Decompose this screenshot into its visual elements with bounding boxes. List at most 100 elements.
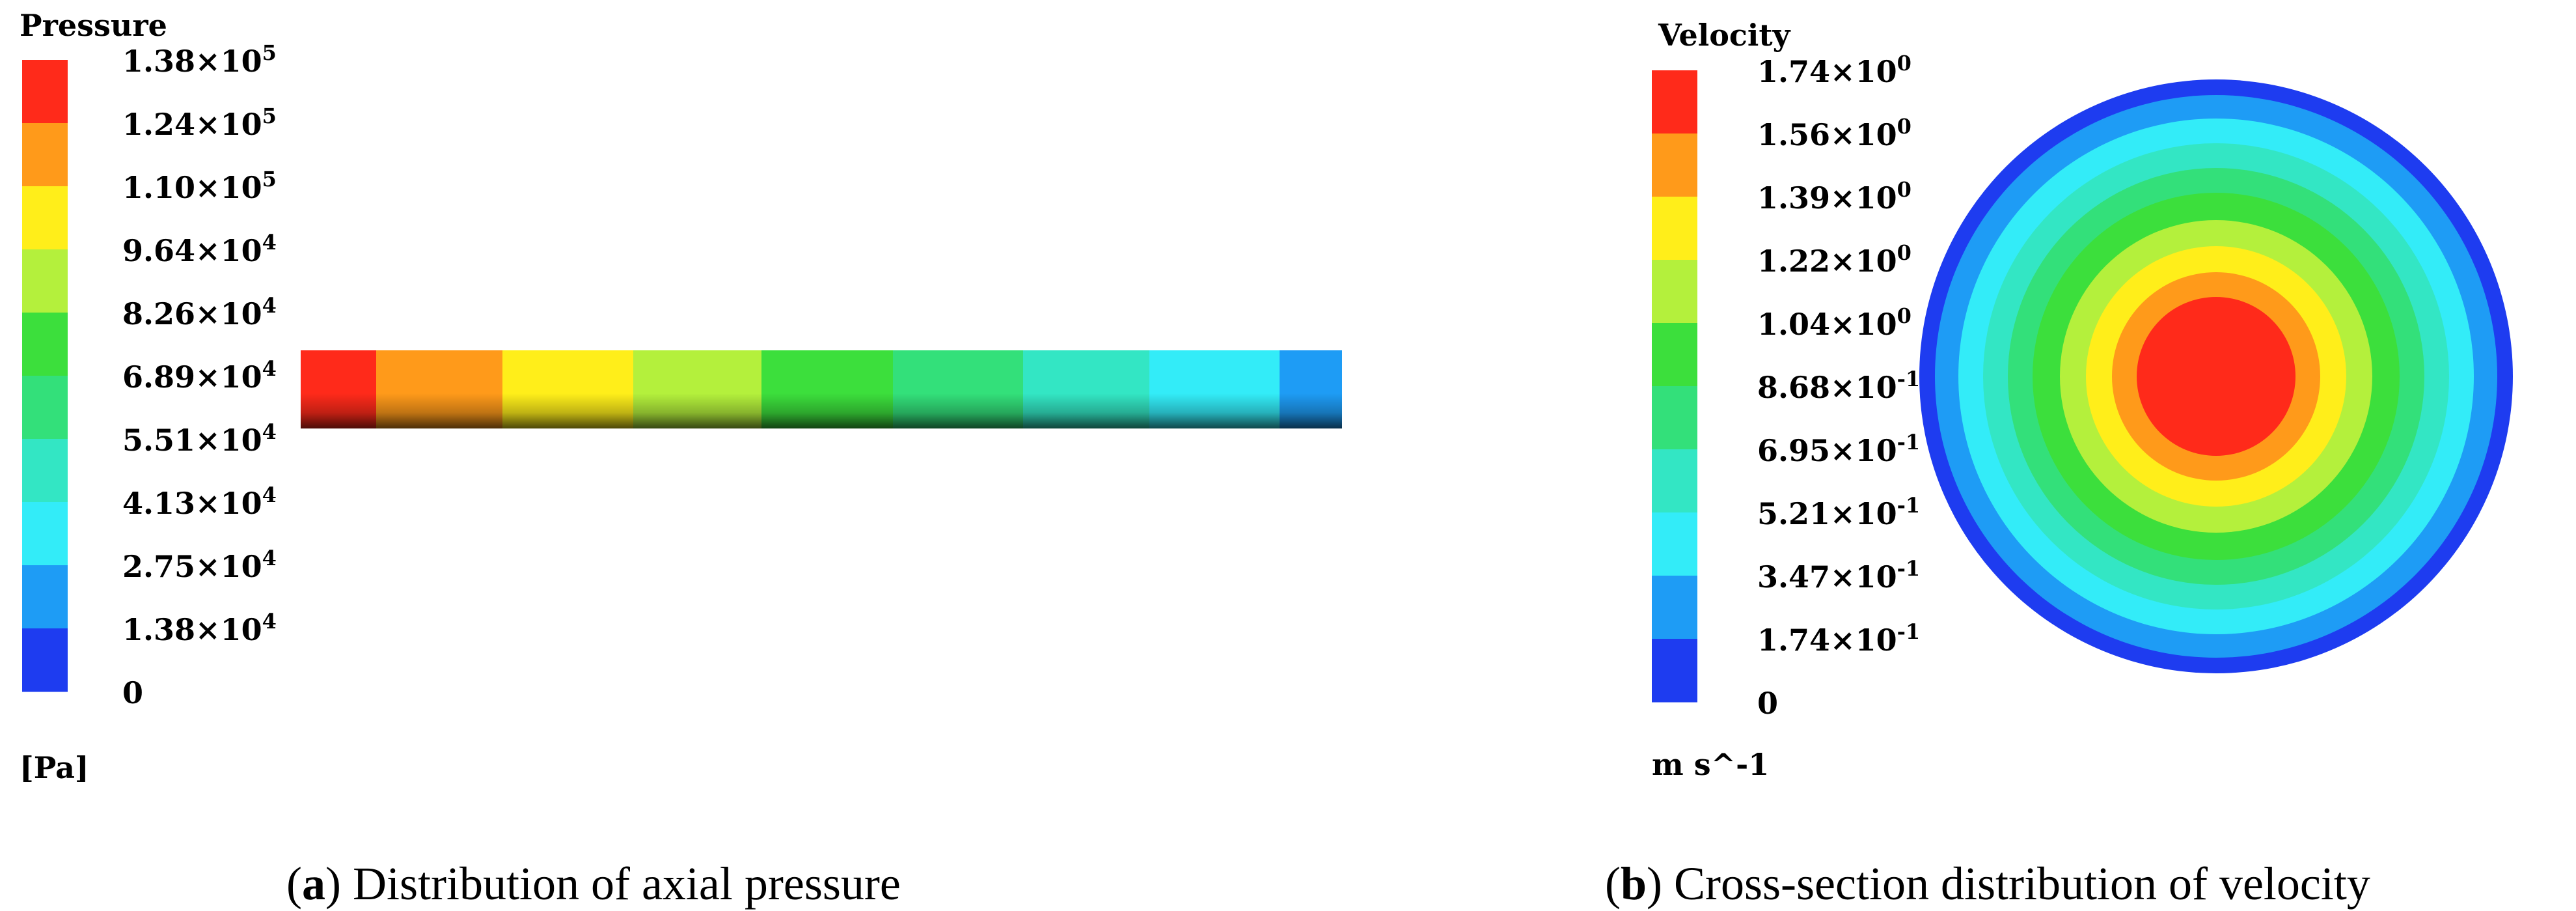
tick-label-7: 5.21×10-1 (1757, 493, 1920, 531)
tick-times-ten: ×10 (195, 612, 262, 647)
panel-b-velocity: Velocity 1.74×1001.56×1001.39×1001.22×10… (1652, 18, 2513, 782)
tick-label-3: 1.22×100 (1757, 240, 1911, 279)
colorbar-swatch-2 (1652, 197, 1697, 260)
tick-label-5: 8.68×10-1 (1757, 367, 1920, 405)
tick-mantissa: 1.38 (122, 44, 195, 79)
tick-label-10: 0 (122, 675, 143, 710)
tick-times-ten: ×10 (195, 549, 262, 584)
tick-exponent: 0 (1897, 51, 1911, 76)
colorbar-swatch-7 (1652, 512, 1697, 576)
caption-a-text: Distribution of axial pressure (340, 858, 901, 910)
tick-times-ten: ×10 (1830, 307, 1897, 342)
colorbar-swatch-0 (1652, 70, 1697, 134)
tick-mantissa: 4.13 (122, 486, 195, 521)
tick-times-ten: ×10 (195, 44, 262, 79)
tick-times-ten: ×10 (195, 170, 262, 205)
tick-exponent: 4 (262, 483, 277, 507)
tick-mantissa: 1.10 (122, 170, 195, 205)
colorbar-swatch-5 (1652, 386, 1697, 450)
velocity-unit-label: m s^-1 (1652, 747, 1769, 782)
tick-times-ten: ×10 (195, 233, 262, 268)
tick-times-ten: ×10 (195, 107, 262, 142)
pipe-shading (301, 350, 1342, 428)
tick-label-8: 2.75×104 (122, 546, 277, 584)
velocity-ring-9 (2137, 297, 2295, 456)
colorbar-swatch-0 (22, 60, 68, 124)
velocity-cross-section-plot (1919, 79, 2513, 673)
tick-label-0: 1.38×105 (122, 40, 277, 79)
colorbar-swatch-3 (1652, 260, 1697, 324)
tick-times-ten: ×10 (1830, 559, 1897, 595)
colorbar-swatch-3 (22, 249, 68, 313)
colorbar-swatch-6 (1652, 449, 1697, 513)
tick-exponent: 5 (262, 104, 277, 128)
tick-times-ten: ×10 (1830, 623, 1897, 658)
tick-label-10: 0 (1757, 686, 1778, 721)
colorbar-swatch-9 (1652, 639, 1697, 703)
tick-mantissa: 1.22 (1757, 244, 1830, 279)
tick-exponent: 0 (1897, 303, 1911, 328)
tick-mantissa: 6.95 (1757, 433, 1830, 468)
caption-a-letter: a (301, 858, 325, 910)
tick-mantissa: 8.68 (1757, 370, 1830, 405)
pressure-colorbar-title: Pressure (20, 8, 167, 43)
tick-mantissa: 0 (122, 675, 143, 710)
colorbar-swatch-1 (22, 123, 68, 187)
tick-exponent: 5 (262, 40, 277, 65)
pressure-unit-label: [Pa] (20, 750, 89, 785)
colorbar-swatch-9 (22, 628, 68, 692)
tick-label-9: 1.74×10-1 (1757, 619, 1920, 658)
tick-times-ten: ×10 (1830, 496, 1897, 531)
tick-times-ten: ×10 (1830, 370, 1897, 405)
velocity-colorbar (1652, 70, 1697, 703)
colorbar-swatch-4 (22, 313, 68, 376)
tick-mantissa: 3.47 (1757, 559, 1830, 595)
tick-mantissa: 8.26 (122, 296, 195, 331)
tick-exponent: 0 (1897, 177, 1911, 202)
pressure-colorbar (22, 60, 68, 692)
tick-exponent: -1 (1897, 493, 1921, 518)
tick-label-1: 1.24×105 (122, 104, 277, 142)
colorbar-swatch-5 (22, 376, 68, 440)
tick-exponent: 4 (262, 356, 277, 381)
tick-times-ten: ×10 (1830, 244, 1897, 279)
tick-mantissa: 9.64 (122, 233, 195, 268)
tick-times-ten: ×10 (1830, 433, 1897, 468)
tick-mantissa: 1.04 (1757, 307, 1830, 342)
colorbar-swatch-1 (1652, 133, 1697, 197)
tick-times-ten: ×10 (195, 486, 262, 521)
pressure-tick-labels: 1.38×1051.24×1051.10×1059.64×1048.26×104… (122, 40, 277, 710)
tick-label-2: 1.39×100 (1757, 177, 1911, 216)
panel-a-pressure: Pressure 1.38×1051.24×1051.10×1059.64×10… (20, 8, 1342, 785)
colorbar-swatch-2 (22, 186, 68, 250)
colorbar-swatch-4 (1652, 323, 1697, 387)
tick-times-ten: ×10 (1830, 54, 1897, 89)
pressure-pipe-plot (301, 350, 1342, 428)
tick-label-4: 8.26×104 (122, 293, 277, 331)
tick-label-8: 3.47×10-1 (1757, 556, 1920, 595)
tick-mantissa: 1.74 (1757, 623, 1830, 658)
tick-label-4: 1.04×100 (1757, 303, 1911, 342)
tick-label-1: 1.56×100 (1757, 114, 1911, 152)
tick-exponent: -1 (1897, 619, 1921, 644)
tick-exponent: 0 (1897, 114, 1911, 139)
tick-mantissa: 1.56 (1757, 117, 1830, 152)
tick-exponent: 4 (262, 293, 277, 318)
tick-exponent: 4 (262, 609, 277, 634)
tick-mantissa: 1.74 (1757, 54, 1830, 89)
tick-exponent: 4 (262, 419, 277, 444)
caption-b: (b) Cross-section distribution of veloci… (1605, 858, 2370, 910)
tick-mantissa: 0 (1757, 686, 1778, 721)
tick-mantissa: 2.75 (122, 549, 195, 584)
tick-mantissa: 1.38 (122, 612, 195, 647)
tick-exponent: -1 (1897, 556, 1921, 581)
tick-label-0: 1.74×100 (1757, 51, 1911, 89)
tick-times-ten: ×10 (1830, 117, 1897, 152)
tick-mantissa: 5.51 (122, 423, 195, 458)
colorbar-swatch-8 (22, 565, 68, 629)
tick-mantissa: 5.21 (1757, 496, 1830, 531)
tick-exponent: 4 (262, 230, 277, 255)
tick-exponent: -1 (1897, 367, 1921, 391)
tick-label-6: 6.95×10-1 (1757, 430, 1920, 468)
